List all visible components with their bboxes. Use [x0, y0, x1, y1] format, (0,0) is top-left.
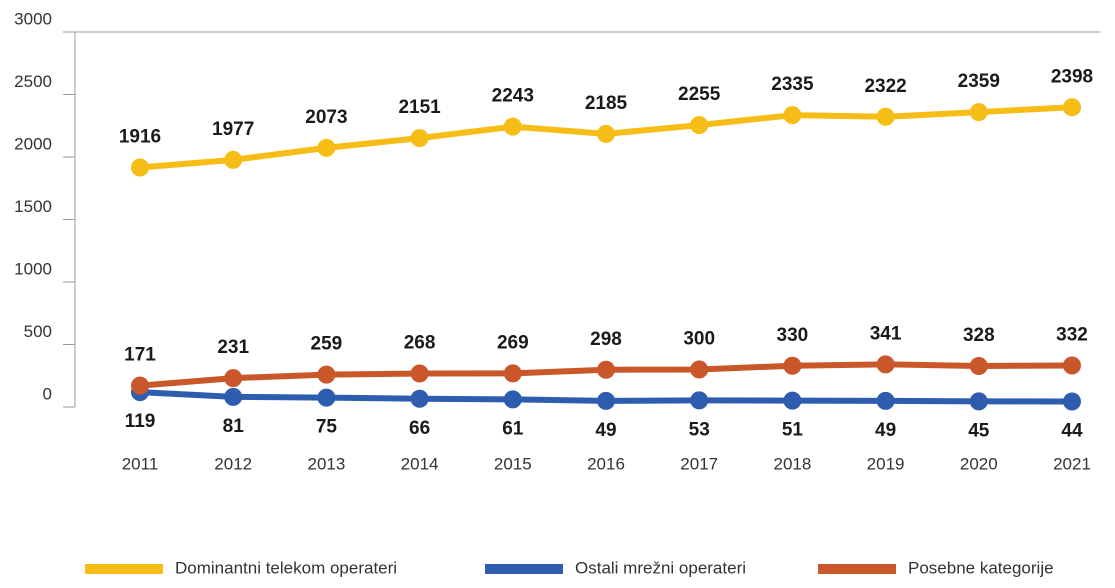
- data-label: 1977: [212, 119, 254, 140]
- y-tick-label: 1000: [14, 259, 52, 278]
- data-point: [131, 376, 149, 395]
- x-tick-label: 2015: [494, 454, 532, 473]
- data-label: 268: [404, 333, 436, 354]
- data-point: [876, 391, 895, 410]
- x-tick-label: 2014: [401, 454, 439, 473]
- data-label: 44: [1061, 421, 1083, 442]
- legend-swatch: [485, 564, 563, 574]
- legend-label: Posebne kategorije: [908, 558, 1054, 577]
- data-label: 53: [689, 419, 710, 440]
- legend-swatch: [85, 564, 163, 574]
- data-label: 2073: [305, 107, 347, 128]
- x-tick-label: 2013: [307, 454, 345, 473]
- data-label: 332: [1056, 325, 1088, 346]
- y-tick-label: 1500: [14, 197, 52, 216]
- data-label: 2398: [1051, 66, 1093, 87]
- data-label: 341: [870, 323, 902, 344]
- x-tick-label: 2020: [960, 454, 998, 473]
- data-label: 49: [595, 420, 616, 441]
- legend-label: Dominantni telekom operateri: [175, 558, 397, 577]
- data-point: [317, 388, 336, 407]
- x-tick-label: 2011: [122, 454, 159, 473]
- data-point: [597, 391, 615, 410]
- data-label: 300: [683, 329, 715, 350]
- data-point: [1063, 356, 1081, 375]
- data-label: 119: [125, 411, 156, 432]
- data-point: [410, 364, 429, 383]
- data-label: 269: [497, 332, 529, 353]
- data-label: 81: [223, 416, 245, 437]
- y-tick-label: 2000: [14, 134, 52, 153]
- data-label: 2151: [398, 97, 441, 118]
- legend-swatch: [818, 564, 896, 574]
- x-tick-label: 2012: [214, 454, 252, 473]
- data-point: [690, 391, 709, 410]
- data-point: [690, 360, 709, 379]
- data-label: 66: [409, 418, 430, 439]
- data-label: 259: [311, 334, 343, 355]
- y-tick-label: 0: [43, 384, 52, 403]
- data-point: [783, 391, 802, 410]
- x-tick-label: 2016: [587, 454, 625, 473]
- data-label: 2185: [585, 93, 628, 114]
- data-point: [1063, 392, 1081, 411]
- data-label: 2359: [958, 71, 1000, 92]
- data-label: 49: [875, 420, 896, 441]
- data-label: 171: [124, 345, 156, 366]
- data-label: 75: [316, 417, 338, 438]
- data-point: [317, 138, 336, 157]
- data-point: [224, 150, 243, 169]
- data-point: [410, 129, 429, 148]
- data-label: 298: [590, 329, 622, 350]
- data-point: [410, 389, 429, 408]
- data-point: [503, 390, 522, 409]
- data-point: [1063, 98, 1081, 117]
- y-tick-label: 500: [24, 322, 52, 341]
- data-point: [597, 124, 615, 143]
- data-point: [783, 106, 802, 125]
- x-tick-label: 2021: [1053, 454, 1091, 473]
- data-point: [969, 392, 988, 411]
- data-point: [876, 107, 895, 126]
- data-label: 231: [217, 337, 249, 358]
- x-tick-label: 2019: [867, 454, 905, 473]
- data-point: [224, 387, 243, 406]
- data-label: 330: [777, 325, 809, 346]
- data-point: [131, 158, 149, 177]
- data-label: 51: [782, 420, 804, 441]
- data-point: [224, 369, 243, 388]
- data-label: 45: [968, 420, 990, 441]
- x-tick-label: 2018: [773, 454, 811, 473]
- x-tick-label: 2017: [680, 454, 718, 473]
- data-label: 1916: [119, 127, 161, 148]
- data-point: [317, 365, 336, 384]
- data-point: [503, 364, 522, 383]
- data-point: [783, 356, 802, 375]
- data-point: [597, 360, 615, 379]
- data-point: [876, 355, 895, 374]
- data-label: 328: [963, 325, 995, 346]
- data-label: 61: [502, 418, 524, 439]
- data-label: 2243: [492, 86, 534, 107]
- data-label: 2322: [864, 76, 906, 97]
- data-point: [969, 357, 988, 375]
- data-point: [969, 103, 988, 122]
- data-point: [503, 117, 522, 136]
- legend-label: Ostali mrežni operateri: [575, 558, 746, 577]
- data-label: 2335: [771, 74, 814, 95]
- y-tick-label: 2500: [14, 72, 52, 91]
- data-label: 2255: [678, 84, 721, 105]
- data-point: [690, 116, 709, 135]
- y-tick-label: 3000: [14, 9, 52, 28]
